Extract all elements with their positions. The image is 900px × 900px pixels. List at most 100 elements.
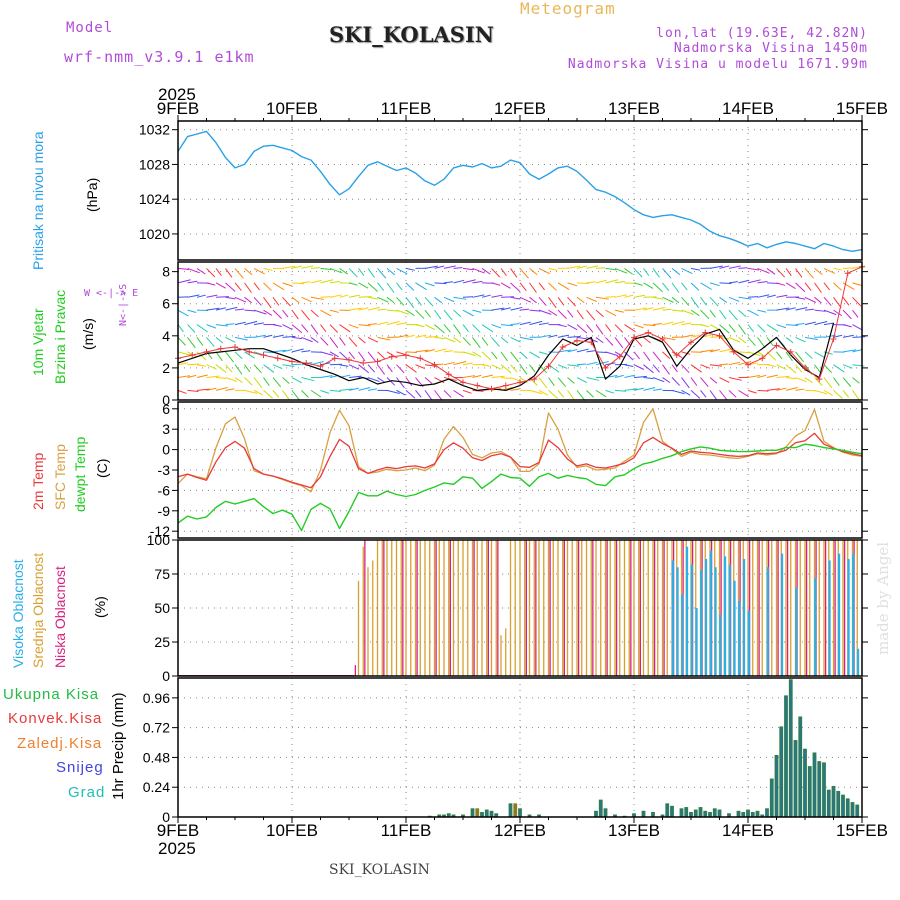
wind-arrow <box>624 388 638 391</box>
wind-arrow <box>529 364 536 373</box>
wind-arrow <box>206 282 216 286</box>
wind-arrow <box>234 336 248 341</box>
wind-arrow <box>310 324 319 335</box>
model-name: wrf-nmm_v3.9.1 e1km <box>64 48 255 66</box>
wind-arrow <box>386 320 400 326</box>
x-tick-label-bottom: 12FEB <box>494 821 546 840</box>
wind-arrow <box>586 265 599 269</box>
wind-arrow <box>643 268 650 276</box>
wind-arrow <box>576 390 586 401</box>
wind-arrow <box>747 374 760 379</box>
wind-arrow <box>453 337 462 344</box>
wind-arrow <box>833 267 843 271</box>
wind-arrow <box>633 268 643 278</box>
wind-arrow <box>291 390 301 402</box>
wind-arrow <box>272 297 280 306</box>
wind-arrow <box>310 337 319 344</box>
wind-arrow <box>177 324 184 333</box>
wind-arrow <box>272 377 282 388</box>
wind-arrow <box>386 268 396 276</box>
x-tick-label-bottom: 15FEB <box>836 821 888 840</box>
wind-arrow <box>177 351 191 356</box>
snow-precip-bar <box>690 814 692 817</box>
total-precip-bar <box>437 814 442 817</box>
wind-arrow <box>434 296 443 304</box>
wind-arrow <box>301 350 311 353</box>
y-tick-label: 0 <box>162 809 170 825</box>
wind-arrow <box>510 282 521 293</box>
total-precip-bar <box>494 813 499 817</box>
wind-arrow <box>491 324 502 329</box>
total-precip-bar <box>660 814 665 817</box>
wind-arrow <box>301 296 312 303</box>
wind-arrow <box>434 390 443 401</box>
wind-arrow <box>690 267 700 271</box>
wind-arrow <box>443 361 455 366</box>
wind-arrow <box>852 390 860 400</box>
y-tick-label: 8 <box>162 264 170 280</box>
wind-arrow <box>652 364 660 373</box>
wind-arrow <box>652 377 665 383</box>
wind-arrow <box>852 377 860 384</box>
wind-arrow <box>367 336 379 343</box>
wind-arrow <box>329 337 339 349</box>
wind-arrow <box>263 351 275 354</box>
x-tick-label-top: 10FEB <box>266 99 318 118</box>
wind-arrow <box>719 265 730 269</box>
wind-arrow <box>301 281 311 284</box>
wind-arrow <box>291 377 302 384</box>
wind-arrow <box>643 282 654 289</box>
wind-arrow <box>177 267 189 271</box>
wind-arrow <box>263 377 270 386</box>
wind-arrow <box>358 386 371 391</box>
wind-arrow <box>329 389 341 392</box>
snow-precip-bar <box>671 807 673 817</box>
snow-precip-bar <box>832 787 835 817</box>
wind-arrow <box>481 337 489 346</box>
wind-arrow <box>443 281 453 284</box>
y-tick-label: 0 <box>162 668 170 684</box>
wind-arrow <box>348 364 360 370</box>
wind-arrow <box>690 297 700 309</box>
wind-arrow <box>823 267 836 274</box>
wind-arrow <box>443 350 453 353</box>
wind-arrow <box>187 389 199 393</box>
wind-arrow <box>434 309 442 320</box>
y-tick-label: -9 <box>158 503 171 519</box>
snow-precip-bar <box>808 768 811 817</box>
wind-arrow <box>567 364 580 367</box>
wind-arrow <box>225 388 235 391</box>
wind-arrow <box>386 296 395 304</box>
wind-arrow <box>757 309 767 313</box>
wind-arrow <box>842 377 852 387</box>
wind-arrow <box>348 307 362 311</box>
wind-arrow <box>624 294 634 298</box>
wind-arrow <box>519 351 528 360</box>
x-tick-label-top: 14FEB <box>722 99 774 118</box>
wind-arrow <box>282 390 290 400</box>
wind-arrow <box>282 324 293 330</box>
wind-arrow <box>633 307 647 311</box>
wind-arrow <box>548 267 558 271</box>
total-precip-bar <box>442 814 446 817</box>
wind-arrow <box>804 351 813 359</box>
snow-precip-bar <box>490 812 493 817</box>
wind-arrow <box>785 337 794 344</box>
snow-precip-bar <box>804 750 806 817</box>
wind-arrow <box>643 364 654 374</box>
wind-arrow <box>757 294 770 298</box>
wind-arrow <box>671 377 681 386</box>
wind-arrow <box>567 309 574 318</box>
wind-arrow <box>405 309 415 316</box>
wind-arrow <box>215 351 223 362</box>
wind-arrow <box>253 364 262 374</box>
wind-arrow <box>415 282 427 291</box>
wind-arrow <box>842 349 856 353</box>
wind-arrow <box>576 324 588 334</box>
wind-arrow <box>396 377 405 389</box>
wind-arrow <box>339 351 349 361</box>
wind-arrow <box>187 374 197 379</box>
wind-arrow <box>804 268 814 279</box>
wind-arrow <box>187 363 200 366</box>
wind-arrow <box>605 324 612 333</box>
